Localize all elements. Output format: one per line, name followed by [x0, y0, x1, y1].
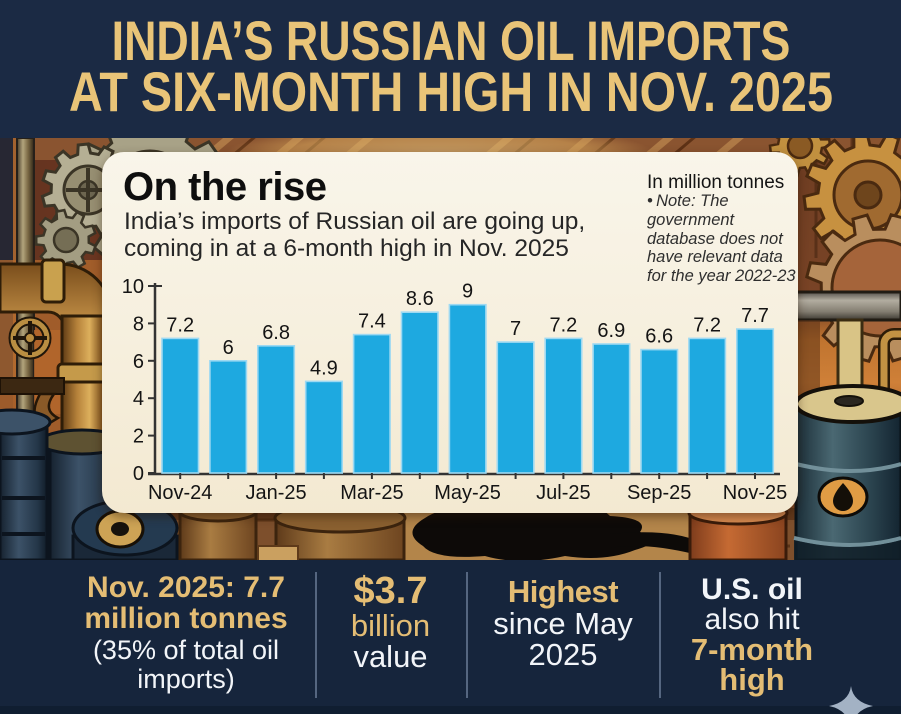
svg-text:4: 4 [133, 388, 144, 410]
svg-text:7: 7 [510, 318, 521, 340]
svg-text:7.4: 7.4 [358, 311, 386, 333]
svg-text:9: 9 [462, 281, 473, 303]
svg-text:Jul-25: Jul-25 [536, 482, 590, 504]
svg-text:0: 0 [133, 463, 144, 485]
svg-text:Mar-25: Mar-25 [340, 482, 403, 504]
svg-text:7.2: 7.2 [166, 314, 194, 336]
svg-text:8: 8 [133, 313, 144, 335]
svg-text:2: 2 [133, 426, 144, 448]
svg-text:6.9: 6.9 [597, 320, 625, 342]
svg-text:Nov-25: Nov-25 [723, 482, 787, 504]
svg-text:Sep-25: Sep-25 [627, 482, 692, 504]
svg-text:Jan-25: Jan-25 [246, 482, 307, 504]
svg-text:7.7: 7.7 [741, 305, 769, 327]
svg-text:6.6: 6.6 [645, 326, 673, 348]
svg-text:7.2: 7.2 [549, 314, 577, 336]
svg-text:7.2: 7.2 [693, 314, 721, 336]
svg-text:8.6: 8.6 [406, 288, 434, 310]
svg-text:6.8: 6.8 [262, 322, 290, 344]
svg-text:10: 10 [122, 276, 144, 298]
svg-text:6: 6 [133, 351, 144, 373]
svg-text:6: 6 [223, 337, 234, 359]
svg-text:May-25: May-25 [434, 482, 501, 504]
svg-text:Nov-24: Nov-24 [148, 482, 212, 504]
svg-text:4.9: 4.9 [310, 357, 338, 379]
